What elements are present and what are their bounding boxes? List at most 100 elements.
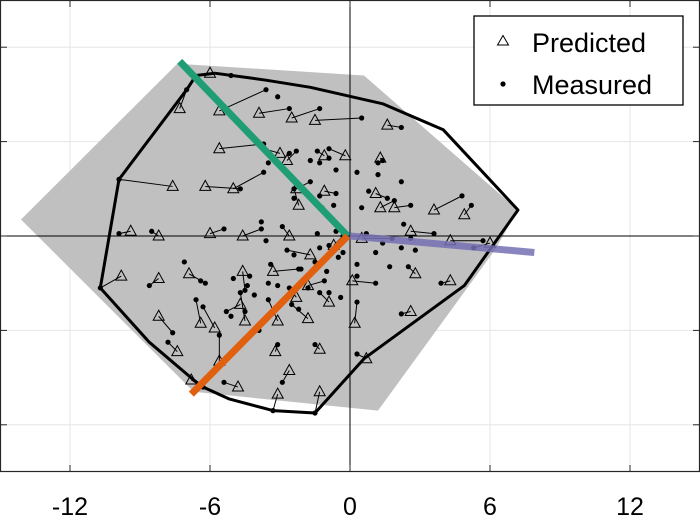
measured-point: [286, 105, 292, 112]
legend-label-measured: Measured: [532, 70, 652, 100]
predicted-point: [152, 271, 166, 283]
pair-connector: [314, 117, 362, 121]
measured-point: [265, 160, 271, 166]
measured-point: [242, 308, 248, 315]
measured-point: [228, 313, 234, 319]
measured-point: [321, 278, 327, 284]
measured-point: [312, 341, 318, 348]
measured-point: [242, 287, 248, 293]
measured-point: [359, 205, 365, 211]
measured-point: [431, 231, 437, 237]
shaded-region-layer: [21, 63, 518, 411]
measured-point: [291, 252, 297, 258]
measured-point: [387, 264, 393, 270]
x-tick-label: 0: [343, 493, 357, 521]
measured-point: [438, 280, 444, 286]
measured-point: [221, 379, 227, 385]
measured-point: [398, 179, 404, 185]
measured-point: [230, 275, 236, 282]
measured-point: [286, 150, 292, 156]
predicted-point: [152, 228, 166, 241]
pair-connector: [233, 171, 264, 190]
measured-point: [193, 297, 199, 303]
pair-connector: [286, 249, 311, 256]
measured-point: [279, 379, 285, 385]
measured-point: [298, 266, 304, 272]
predicted-point: [317, 184, 331, 196]
predicted-point: [280, 153, 294, 165]
measured-point: [244, 282, 250, 289]
measured-point: [317, 193, 323, 199]
measured-point: [333, 167, 339, 173]
measured-point: [412, 247, 418, 253]
predicted-point: [338, 148, 352, 161]
pair-connector: [242, 271, 246, 291]
predicted-point: [404, 304, 418, 316]
predicted-point: [252, 106, 266, 118]
measured-point: [223, 308, 229, 315]
predicted-point: [268, 344, 282, 357]
measured-point: [398, 124, 404, 131]
measured-point: [401, 221, 407, 227]
measured-point: [326, 146, 332, 152]
predicted-point: [303, 247, 317, 260]
predicted-point: [124, 224, 138, 236]
measured-point: [317, 105, 323, 112]
measured-point: [202, 280, 208, 286]
predicted-point: [345, 273, 359, 286]
measured-point: [375, 172, 381, 178]
measured-point: [279, 223, 285, 230]
measured-point: [314, 148, 320, 154]
pair-connector: [433, 195, 463, 211]
measured-point: [326, 290, 332, 296]
measured-point: [398, 245, 404, 251]
predicted-point: [408, 266, 422, 279]
measured-point: [97, 285, 103, 291]
predicted-point: [273, 146, 287, 158]
pair-connector: [158, 315, 174, 334]
measured-point: [116, 231, 122, 237]
predicted-point: [212, 141, 226, 154]
hull-outline: [98, 71, 520, 415]
measured-point: [258, 219, 264, 225]
orange-reference-line: [188, 233, 351, 397]
predicted-point: [285, 110, 299, 123]
predicted-point: [317, 148, 331, 161]
measured-point: [317, 160, 323, 166]
measured-point: [459, 193, 465, 199]
measured-point: [293, 148, 299, 154]
predicted-point: [404, 224, 418, 236]
pair-connector: [202, 306, 216, 329]
measured-point: [398, 311, 404, 317]
measured-point: [375, 160, 381, 166]
measured-point: [237, 186, 243, 192]
predicted-point: [236, 228, 250, 241]
predicted-point: [182, 266, 196, 279]
reference-lines-layer: [177, 58, 535, 397]
predicted-point: [282, 228, 296, 241]
measured-point: [307, 157, 313, 164]
measured-point: [289, 301, 295, 308]
predicted-point: [289, 290, 303, 302]
x-tick-label: 6: [483, 493, 497, 521]
measured-point: [265, 280, 271, 286]
pair-connector: [293, 188, 300, 206]
predicted-point: [266, 264, 280, 276]
measured-point: [384, 195, 390, 201]
pair-connector: [118, 178, 173, 187]
predicted-point: [282, 363, 296, 375]
measured-point: [184, 87, 190, 93]
measured-point: [326, 155, 332, 161]
measured-point: [366, 188, 372, 194]
measured-point: [333, 190, 339, 197]
predicted-point: [313, 342, 327, 354]
predicted-point: [198, 179, 212, 191]
pair-connector: [291, 304, 309, 319]
measured-point: [165, 339, 171, 345]
measured-point: [181, 259, 187, 265]
predicted-point: [308, 113, 322, 125]
pair-connector: [291, 108, 320, 119]
measured-point: [354, 351, 360, 357]
predicted-point: [203, 226, 217, 239]
green-reference-line: [177, 58, 351, 239]
